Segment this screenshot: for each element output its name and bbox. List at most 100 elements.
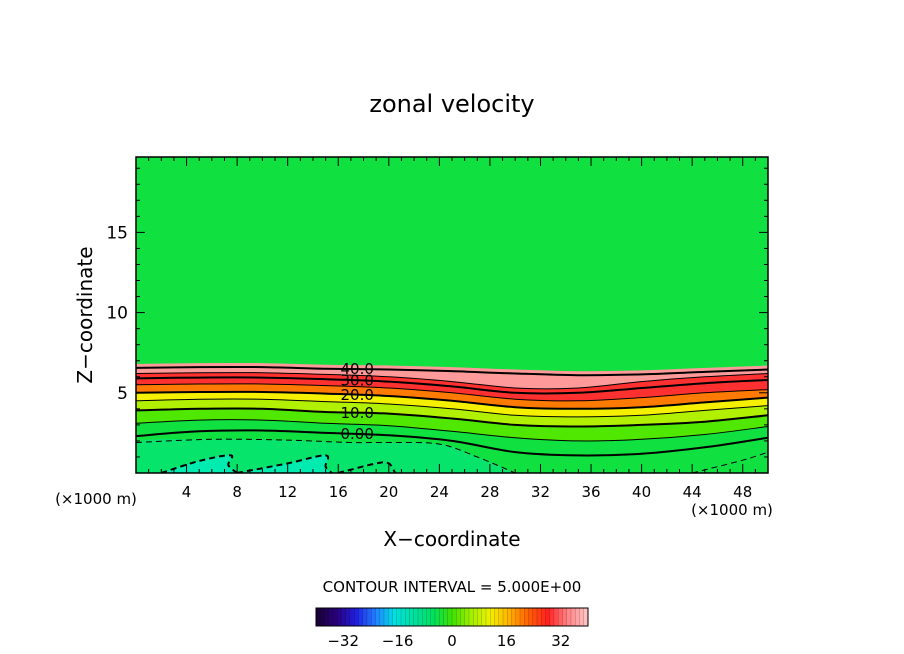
x-tick-label: 16 xyxy=(329,483,348,501)
x-tick-label: 8 xyxy=(232,483,242,501)
contour-line-dashed xyxy=(160,454,238,473)
colorbar-swatch xyxy=(405,608,410,626)
field-band xyxy=(136,419,768,456)
field-band xyxy=(136,377,768,401)
colorbar-swatch xyxy=(515,608,521,626)
contour-line xyxy=(136,376,768,395)
colorbar-swatch xyxy=(316,608,321,626)
colorbar-swatch xyxy=(371,608,376,626)
colorbar-swatch xyxy=(409,608,415,626)
colorbar-swatch xyxy=(392,608,398,626)
colorbar-swatch xyxy=(571,608,576,626)
colorbar-swatch xyxy=(579,608,585,626)
contour-line xyxy=(136,429,768,457)
field-top-band xyxy=(136,362,768,376)
colorbar-tick-label: 32 xyxy=(551,632,570,650)
x-axis-label: X−coordinate xyxy=(383,527,520,551)
colorbar-swatch xyxy=(422,608,427,626)
x-tick-label: 12 xyxy=(278,483,297,501)
x-tick-label: 32 xyxy=(531,483,550,501)
contour-line xyxy=(136,407,768,428)
colorbar-swatch xyxy=(418,608,423,626)
field-band xyxy=(136,383,768,409)
colorbar-swatch xyxy=(524,608,529,626)
colorbar-swatch xyxy=(439,608,444,626)
colorbar-swatch xyxy=(498,608,504,626)
colorbar-frame xyxy=(315,607,589,627)
colorbar-tick-label: 16 xyxy=(497,632,516,650)
colorbar-swatch xyxy=(345,608,351,626)
colorbar-swatch xyxy=(447,608,453,626)
contour-line xyxy=(136,419,768,442)
colorbar-swatch xyxy=(583,608,589,626)
colorbar-swatch xyxy=(333,608,338,626)
colorbar-swatch xyxy=(456,608,461,626)
colorbar-swatch xyxy=(379,608,385,626)
colorbar-swatch xyxy=(532,608,538,626)
x-tick-label: 36 xyxy=(581,483,600,501)
colorbar-swatch xyxy=(358,608,364,626)
x-unit-label-left: (×1000 m) xyxy=(55,490,137,508)
colorbar-swatch xyxy=(413,608,419,626)
contour-line-dashed xyxy=(236,454,333,473)
contour-line xyxy=(136,398,768,418)
y-tick-label: 10 xyxy=(106,304,128,324)
colorbar-swatch xyxy=(511,608,517,626)
contour-label: 40.0 xyxy=(340,360,373,378)
colorbar-swatch xyxy=(545,608,551,626)
colorbar-swatch xyxy=(367,608,372,626)
contour-label: 20.0 xyxy=(340,386,373,404)
colorbar-swatch xyxy=(324,608,330,626)
colorbar-swatch xyxy=(320,608,325,626)
colorbar-swatch xyxy=(426,608,432,626)
colorbar-swatch xyxy=(384,608,389,626)
x-tick-label: 48 xyxy=(733,483,752,501)
y-tick-label: 15 xyxy=(106,223,128,243)
field-band xyxy=(136,398,768,427)
colorbar-tick-label: 0 xyxy=(447,632,457,650)
contour-label-layer: 40.030.020.010.0 0.00 xyxy=(340,360,373,443)
x-tick-label: 28 xyxy=(480,483,499,501)
colorbar-swatch xyxy=(494,608,500,626)
colorbar-swatch xyxy=(541,608,546,626)
colorbar-swatch xyxy=(337,608,342,626)
colorbar xyxy=(315,607,589,627)
colorbar-swatch xyxy=(435,608,440,626)
colorbar-swatch xyxy=(554,608,559,626)
contour-layer xyxy=(136,365,768,473)
x-tick-label: 44 xyxy=(683,483,702,501)
colorbar-swatch xyxy=(362,608,368,626)
contour-line-dashed xyxy=(136,438,516,473)
y-tick-label: 5 xyxy=(117,384,128,404)
contour-line xyxy=(136,390,768,410)
colorbar-swatch xyxy=(354,608,359,626)
colorbar-swatch xyxy=(566,608,572,626)
colorbar-swatch xyxy=(388,608,393,626)
y-axis-label: Z−coordinate xyxy=(73,246,97,383)
x-tick-label: 40 xyxy=(632,483,651,501)
colorbar-swatch xyxy=(481,608,487,626)
field-band xyxy=(136,408,768,441)
colorbar-tick-label: −16 xyxy=(382,632,414,650)
colorbar-swatch xyxy=(562,608,568,626)
field-band xyxy=(136,366,768,389)
colorbar-swatch xyxy=(490,608,495,626)
colorbar-swatch xyxy=(469,608,474,626)
contour-label: 30.0 xyxy=(340,371,373,389)
colorbar-swatch xyxy=(473,608,478,626)
x-tick-label: 20 xyxy=(379,483,398,501)
colorbar-swatch xyxy=(443,608,449,626)
colorbar-swatch xyxy=(452,608,457,626)
colorbar-swatch xyxy=(549,608,555,626)
colorbar-swatch xyxy=(507,608,512,626)
colorbar-swatch xyxy=(350,608,355,626)
contour-line xyxy=(136,365,768,377)
colorbar-swatch xyxy=(575,608,580,626)
colorbar-swatch xyxy=(401,608,406,626)
colorbar-swatch xyxy=(477,608,483,626)
contour-line xyxy=(136,383,768,402)
contour-label: 0.00 xyxy=(340,425,373,443)
x-tick-labels: 4 8 12 16 20 24 28 32 36 40 44 48 xyxy=(182,483,752,501)
colorbar-swatch xyxy=(460,608,466,626)
